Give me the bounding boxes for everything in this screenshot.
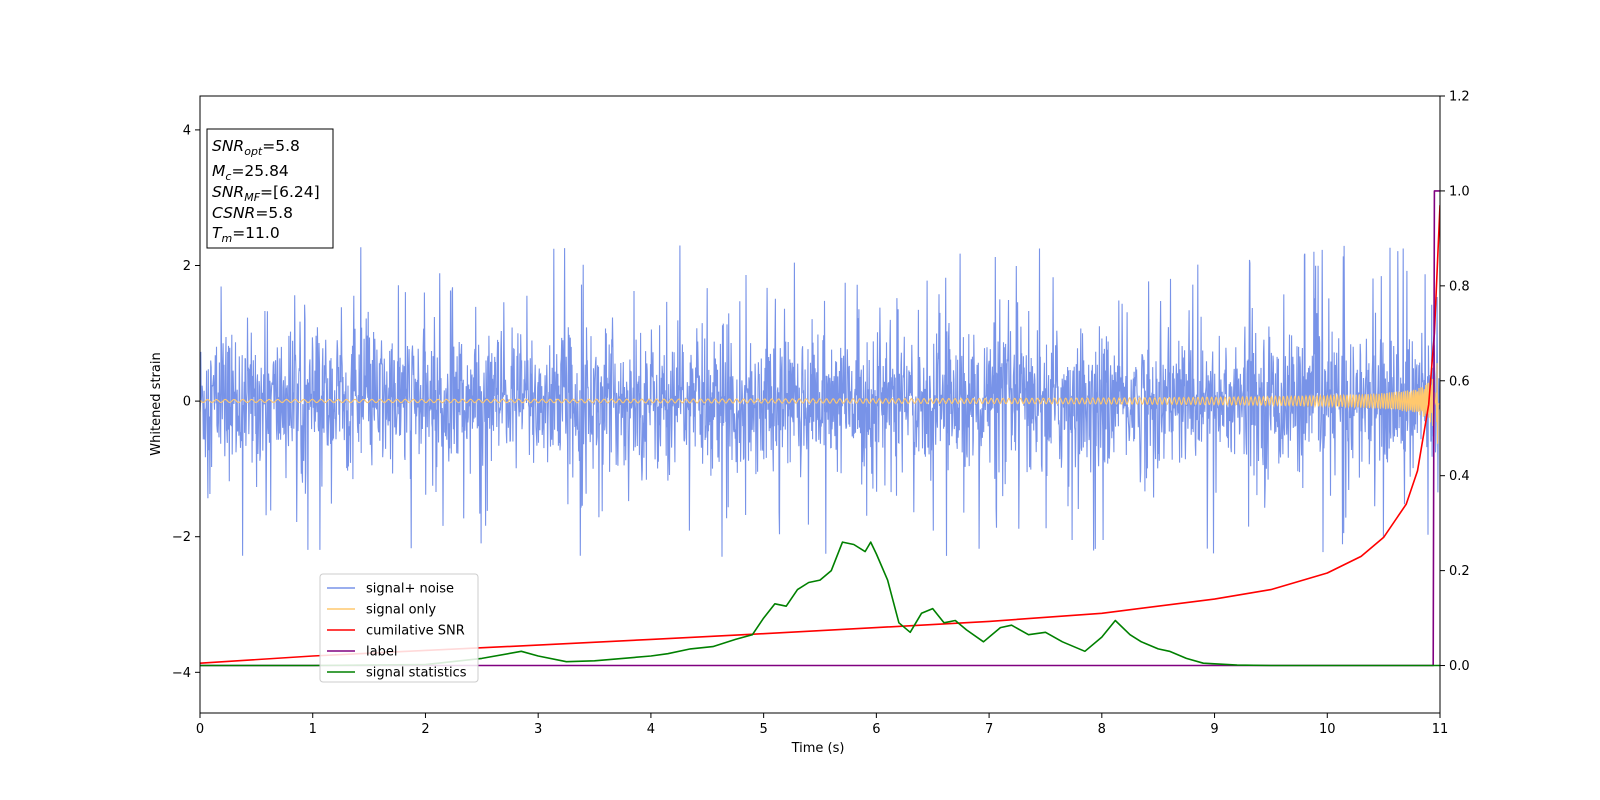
legend-label: signal+ noise xyxy=(366,582,454,597)
legend-frame xyxy=(319,573,479,683)
series-signal-statistics xyxy=(200,541,1440,667)
series-signal-only xyxy=(200,363,1440,444)
snr-mf-symbol: SNR xyxy=(212,183,244,201)
y-axis-right: 0.0 0.2 0.4 0.6 0.8 1.0 1.2 xyxy=(1440,90,1470,674)
csnr-symbol: CSNR xyxy=(212,204,255,222)
y-axis-label-left: Whitened strain xyxy=(149,352,164,455)
x-tick-label: 9 xyxy=(1210,722,1218,737)
y-left-tick-label: 4 xyxy=(183,123,191,138)
annotation-box: SNRopt=5.8 Mc=25.84 SNRMF=[6.24] CSNR=5.… xyxy=(206,128,334,249)
x-tick-label: 5 xyxy=(759,722,767,737)
y-right-tick-label: 1.0 xyxy=(1449,184,1470,199)
y-left-tick-label: 2 xyxy=(183,259,191,274)
legend-label: cumilative SNR xyxy=(366,624,465,639)
x-tick-label: 0 xyxy=(196,722,204,737)
plot-content xyxy=(200,190,1440,667)
annotation-mc: Mc=25.84 xyxy=(212,162,289,183)
y-right-tick-label: 0.6 xyxy=(1449,374,1470,389)
y-right-tick-label: 0.8 xyxy=(1449,279,1470,294)
tm-value: =11.0 xyxy=(232,224,280,242)
x-axis-label: Time (s) xyxy=(791,741,845,756)
y-left-tick-label: −2 xyxy=(172,530,191,545)
y-left-tick-label: 0 xyxy=(183,395,191,410)
csnr-value: =5.8 xyxy=(255,204,293,222)
y-right-tick-label: 1.2 xyxy=(1449,90,1470,105)
legend-label: label xyxy=(366,645,397,660)
tm-symbol: T xyxy=(212,224,223,242)
legend-label: signal statistics xyxy=(366,666,467,681)
y-right-tick-label: 0.2 xyxy=(1449,564,1470,579)
x-tick-label: 3 xyxy=(534,722,542,737)
y-axis-left: −4 −2 0 2 4 xyxy=(172,123,200,681)
axes-frame xyxy=(199,95,1441,714)
snr-opt-subscript: opt xyxy=(244,145,263,158)
x-tick-label: 4 xyxy=(647,722,655,737)
mc-symbol: M xyxy=(212,162,225,180)
legend-item-signal-statistics: signal statistics xyxy=(327,666,467,681)
annotation-snr-mf: SNRMF=[6.24] xyxy=(212,183,320,204)
y-left-tick-label: −4 xyxy=(172,666,191,681)
series-label xyxy=(200,190,1440,667)
annotation-frame xyxy=(206,128,334,249)
mc-value: =25.84 xyxy=(231,162,288,180)
legend-item-cumulative-snr: cumilative SNR xyxy=(327,624,465,639)
x-axis: 0 1 2 3 4 5 6 7 8 9 10 11 xyxy=(196,713,1448,737)
snr-opt-value: =5.8 xyxy=(262,137,300,155)
annotation-csnr: CSNR=5.8 xyxy=(212,204,293,222)
series-signal-noise xyxy=(200,245,1440,557)
legend: signal+ noise signal only cumilative SNR la… xyxy=(319,573,479,683)
x-tick-label: 10 xyxy=(1319,722,1336,737)
x-tick-label: 8 xyxy=(1098,722,1106,737)
legend-item-label: label xyxy=(327,645,397,660)
snr-mf-value: =[6.24] xyxy=(260,183,320,201)
x-tick-label: 6 xyxy=(872,722,880,737)
mc-subscript: c xyxy=(225,170,231,183)
snr-opt-symbol: SNR xyxy=(212,137,244,155)
tm-subscript: m xyxy=(221,232,232,245)
y-right-tick-label: 0.0 xyxy=(1449,659,1470,674)
snr-mf-subscript: MF xyxy=(244,191,260,204)
legend-label: signal only xyxy=(366,603,436,618)
x-tick-label: 7 xyxy=(985,722,993,737)
annotation-tm: Tm=11.0 xyxy=(212,224,280,245)
legend-items: signal+ noise signal only cumilative SNR la… xyxy=(327,582,467,681)
series-layer xyxy=(200,190,1440,667)
x-tick-label: 11 xyxy=(1432,722,1449,737)
series-cumulative-snr xyxy=(200,205,1440,664)
annotation-snr-opt: SNRopt=5.8 xyxy=(212,137,300,158)
y-right-tick-label: 0.4 xyxy=(1449,469,1470,484)
x-tick-label: 1 xyxy=(309,722,317,737)
legend-item-signal-noise: signal+ noise xyxy=(327,582,454,597)
x-tick-label: 2 xyxy=(421,722,429,737)
legend-item-signal-only: signal only xyxy=(327,603,436,618)
